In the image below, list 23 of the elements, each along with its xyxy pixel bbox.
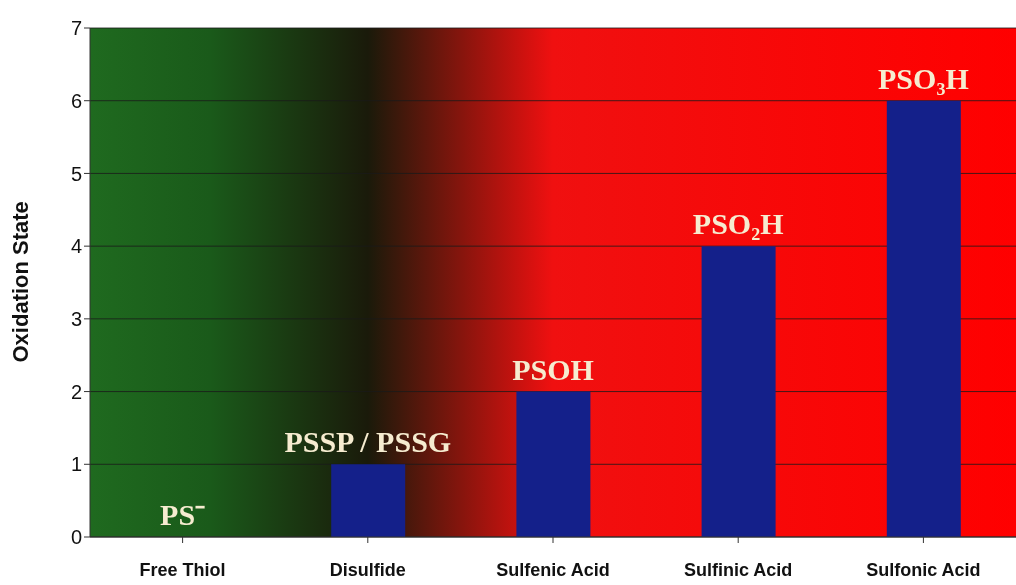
bar — [886, 100, 961, 537]
y-tick-label: 3 — [70, 307, 82, 330]
x-tick-label: Disulfide — [329, 559, 406, 580]
y-axis-title: Oxidation State — [7, 201, 33, 363]
data-label: PS⁻ — [160, 498, 206, 531]
x-tick-label: Free Thiol — [139, 559, 226, 580]
data-label: PSO₂H — [692, 207, 784, 241]
data-label: PSSP / PSSG — [284, 425, 452, 459]
y-tick-label: 7 — [70, 17, 82, 40]
x-tick-label: Sulfonic Acid — [866, 559, 981, 580]
data-label: PSOH — [512, 352, 594, 386]
y-tick-label: 0 — [70, 526, 82, 549]
bar — [516, 391, 591, 537]
y-tick-label: 4 — [70, 235, 82, 258]
y-tick-label: 2 — [70, 380, 82, 403]
y-tick-label: 5 — [70, 162, 82, 185]
bar — [701, 246, 776, 537]
data-label: PSO₃H — [878, 61, 969, 95]
y-tick-label: 6 — [70, 89, 82, 112]
bar — [331, 464, 406, 537]
x-tick-label: Sulfinic Acid — [684, 559, 793, 580]
x-tick-label: Sulfenic Acid — [496, 559, 610, 580]
y-tick-label: 1 — [70, 453, 82, 476]
